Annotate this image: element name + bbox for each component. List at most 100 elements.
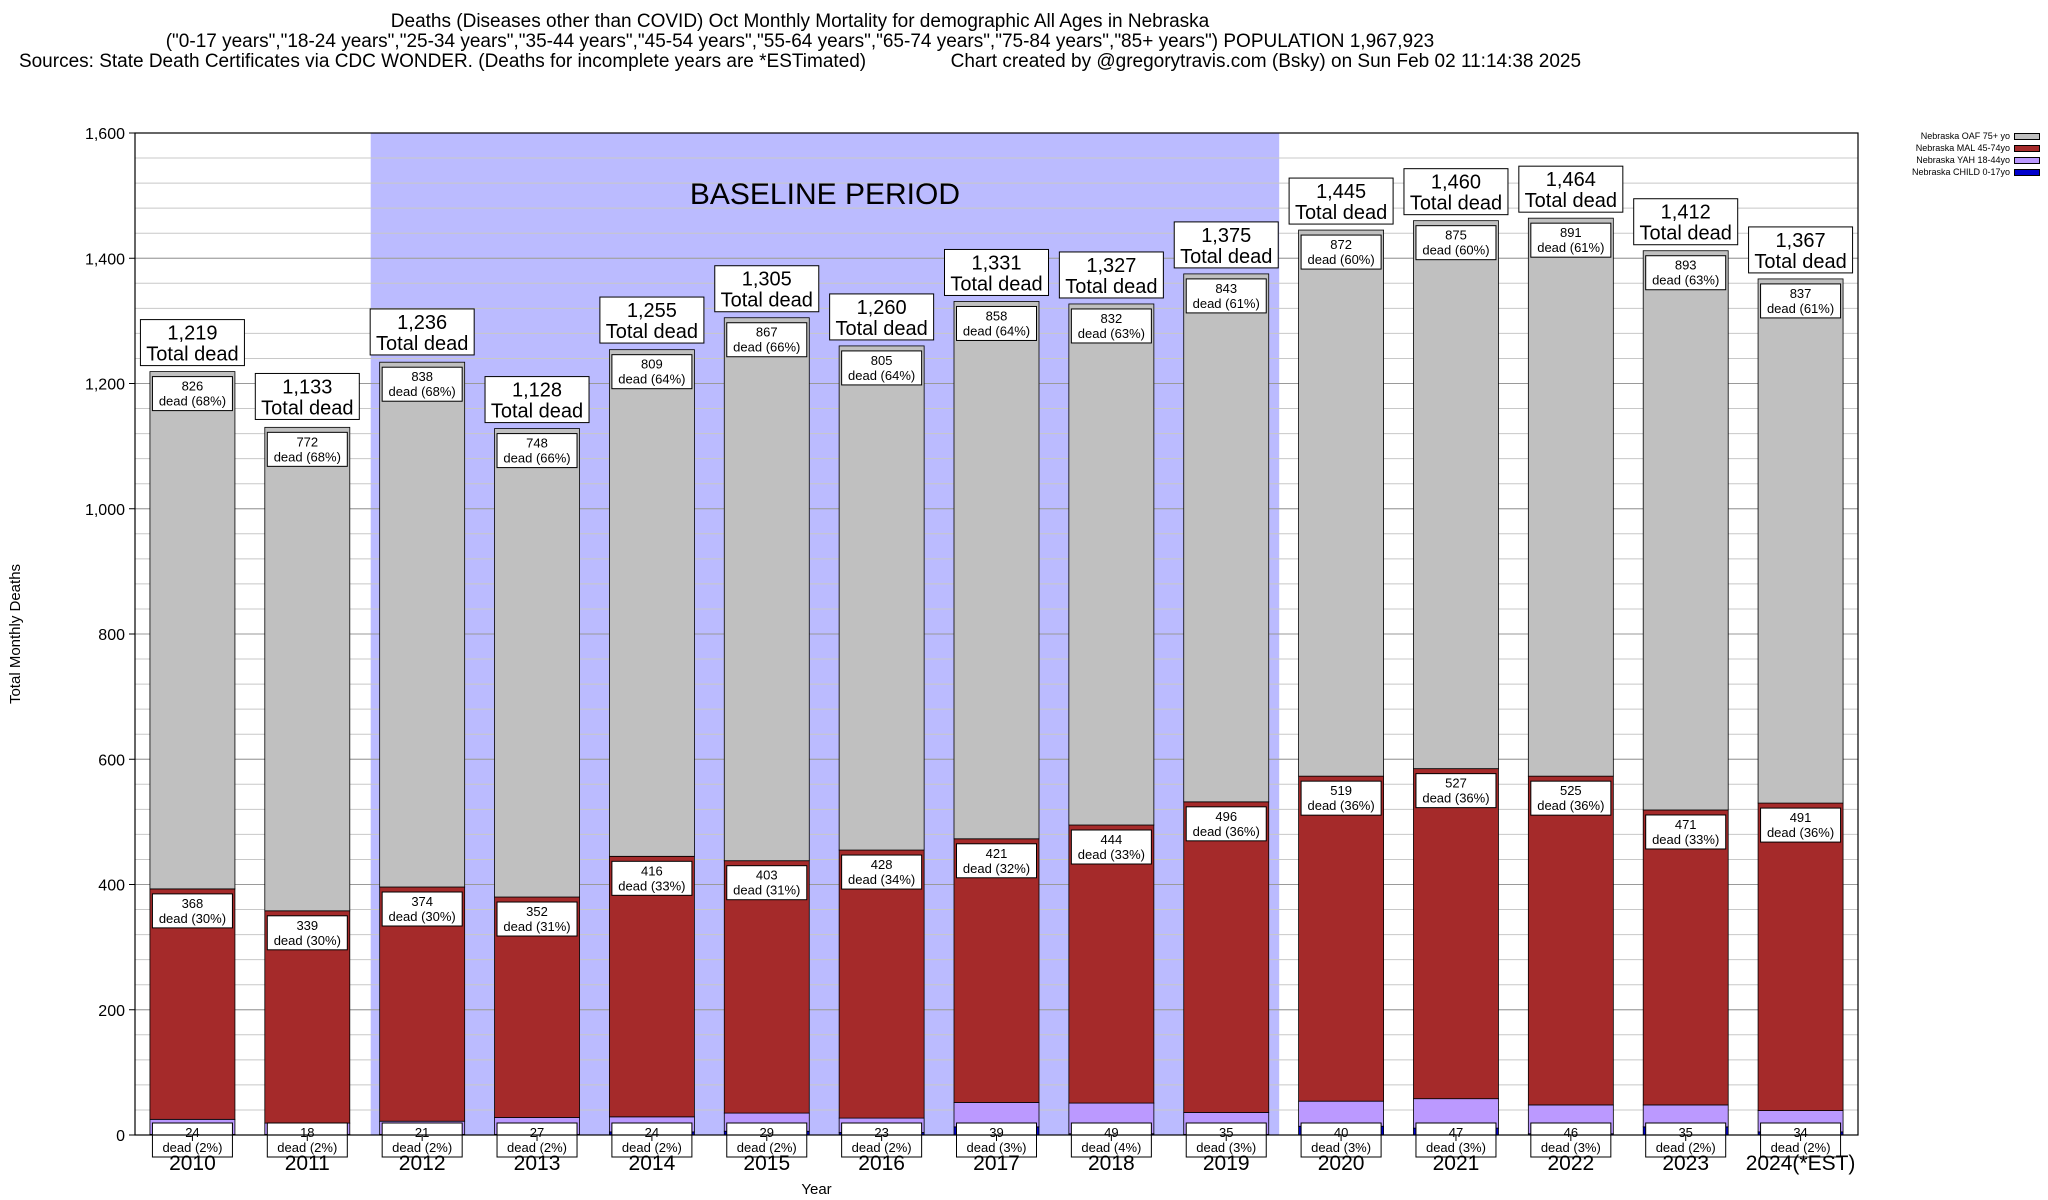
total-value-label: 1,236: [397, 312, 447, 334]
segment-label-box: [266, 915, 348, 951]
total-suffix-label: Total dead: [835, 318, 927, 340]
segment-value-label: 838: [411, 369, 433, 384]
total-value-label: 1,464: [1546, 169, 1596, 191]
segment-pct-label: dead (36%): [1767, 825, 1834, 840]
segment-value-label: 39: [989, 1125, 1003, 1140]
legend-label: Nebraska YAH 18-44yo: [1916, 155, 2010, 165]
bar-segment: [1527, 775, 1614, 1106]
segment-pct-label: dead (36%): [1537, 798, 1604, 813]
credit-text: Chart created by @gregorytravis.com (Bsk…: [950, 51, 1582, 72]
legend-item: Nebraska MAL 45-74yo: [1860, 142, 2040, 154]
segment-value-label: 35: [1219, 1125, 1233, 1140]
segment-pct-label: dead (30%): [389, 909, 456, 924]
segment-pct-label: dead (2%): [622, 1140, 682, 1155]
segment-label-box: [151, 376, 233, 412]
segment-label-box: [1760, 283, 1842, 319]
segment-label-box: [1645, 255, 1727, 291]
total-suffix-label: Total dead: [1065, 276, 1157, 298]
legend-item: Nebraska CHILD 0-17yo: [1860, 166, 2040, 178]
segment-pct-label: dead (30%): [159, 911, 226, 926]
segment-pct-label: dead (3%): [1196, 1140, 1256, 1155]
segment-label-box: [1070, 1122, 1152, 1158]
total-label-box: [254, 372, 360, 420]
legend-swatch: [2014, 132, 2040, 140]
segment-pct-label: dead (36%): [1422, 791, 1489, 806]
segment-value-label: 27: [530, 1125, 544, 1140]
segment-pct-label: dead (2%): [277, 1140, 337, 1155]
total-value-label: 1,375: [1201, 225, 1251, 247]
segment-label-box: [1415, 773, 1497, 809]
x-tick-label: 2014: [629, 1152, 676, 1175]
total-suffix-label: Total dead: [1410, 193, 1502, 215]
segment-value-label: 471: [1675, 817, 1697, 832]
x-tick-label: 2020: [1318, 1152, 1365, 1175]
total-value-label: 1,331: [971, 252, 1021, 274]
x-tick-label: 2017: [973, 1152, 1020, 1175]
bar-segment: [1413, 220, 1499, 770]
bar-segment: [494, 428, 580, 898]
total-label-box: [1518, 165, 1624, 213]
segment-label-box: [726, 322, 808, 358]
total-label-box: [1633, 198, 1739, 246]
y-tick-label: 1,000: [85, 502, 125, 519]
segment-pct-label: dead (34%): [848, 872, 915, 887]
segment-pct-label: dead (4%): [1081, 1140, 1141, 1155]
segment-value-label: 374: [411, 894, 433, 909]
total-suffix-label: Total dead: [261, 397, 353, 419]
segment-value-label: 47: [1449, 1125, 1463, 1140]
segment-label-box: [496, 901, 578, 937]
total-suffix-label: Total dead: [950, 273, 1042, 295]
segment-pct-label: dead (60%): [1422, 243, 1489, 258]
bar-segment: [1183, 273, 1270, 803]
segment-value-label: 35: [1678, 1125, 1692, 1140]
segment-value-label: 23: [874, 1125, 888, 1140]
bar-segment: [608, 855, 695, 1118]
x-tick-label: 2024(*EST): [1746, 1152, 1856, 1175]
segment-label-box: [1530, 222, 1612, 258]
bar-segment: [1757, 278, 1844, 804]
total-value-label: 1,128: [512, 380, 562, 402]
bar-segment: [608, 349, 695, 857]
total-label-box: [944, 248, 1049, 296]
segment-value-label: 403: [756, 868, 778, 883]
segment-value-label: 352: [526, 904, 548, 919]
x-tick-label: 2021: [1433, 1152, 1480, 1175]
segment-pct-label: dead (64%): [848, 368, 915, 383]
segment-value-label: 843: [1215, 281, 1237, 296]
segment-pct-label: dead (2%): [162, 1140, 222, 1155]
segment-label-box: [1300, 234, 1382, 270]
bar-segment: [1413, 768, 1499, 1100]
total-label-box: [829, 293, 935, 341]
x-tick-label: 2012: [399, 1152, 446, 1175]
total-label-box: [1288, 177, 1394, 225]
legend-swatch: [2014, 144, 2040, 152]
segment-value-label: 826: [182, 379, 204, 394]
segment-pct-label: dead (68%): [389, 384, 456, 399]
segment-value-label: 428: [871, 857, 893, 872]
segment-value-label: 527: [1445, 776, 1467, 791]
total-label-box: [484, 376, 590, 424]
total-label-box: [139, 319, 245, 367]
segment-value-label: 24: [185, 1125, 199, 1140]
bar-segment: [1642, 809, 1729, 1106]
segment-label-box: [1645, 814, 1727, 850]
x-tick-label: 2011: [285, 1152, 330, 1175]
total-suffix-label: Total dead: [1754, 251, 1846, 273]
total-label-box: [1748, 226, 1854, 274]
x-tick-label: 2015: [743, 1152, 790, 1175]
segment-label-box: [381, 891, 463, 927]
segment-value-label: 34: [1793, 1125, 1807, 1140]
y-tick-label: 800: [98, 627, 125, 644]
segment-value-label: 21: [415, 1125, 429, 1140]
segment-value-label: 29: [760, 1125, 774, 1140]
segment-label-box: [611, 354, 693, 390]
segment-pct-label: dead (2%): [852, 1140, 912, 1155]
segment-value-label: 809: [641, 357, 663, 372]
y-tick-label: 600: [98, 752, 125, 769]
segment-pct-label: dead (36%): [1307, 798, 1374, 813]
total-suffix-label: Total dead: [606, 321, 698, 343]
x-tick-label: 2023: [1662, 1152, 1709, 1175]
sources-text: Sources: State Death Certificates via CD…: [18, 51, 867, 72]
chart-legend: Nebraska OAF 75+ yo Nebraska MAL 45-74yo N…: [1860, 130, 2040, 178]
segment-pct-label: dead (33%): [1078, 847, 1145, 862]
